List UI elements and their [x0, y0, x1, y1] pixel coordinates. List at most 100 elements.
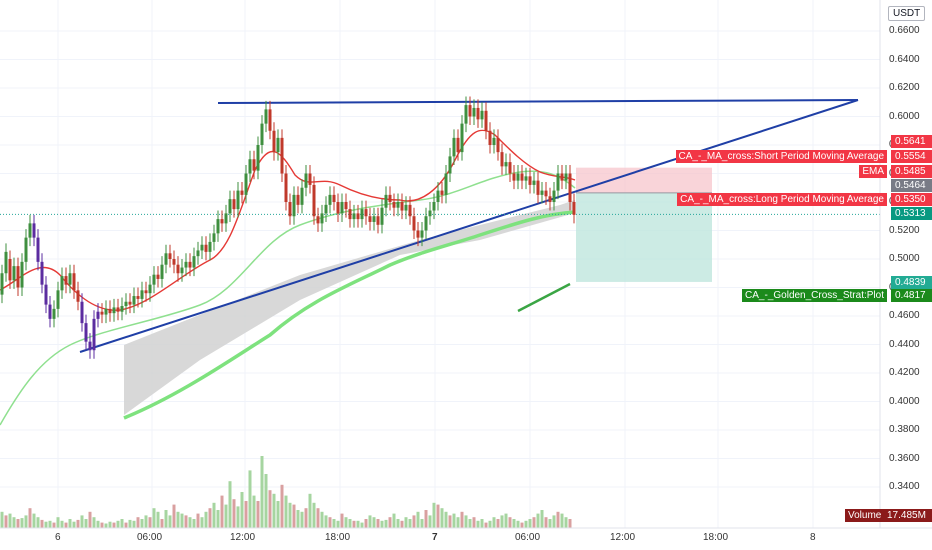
candle-body [136, 296, 140, 299]
candle-body [516, 173, 520, 181]
time-axis-label: 06:00 [515, 532, 541, 543]
currency-label[interactable]: USDT [888, 6, 926, 21]
candle-body [520, 173, 524, 181]
candle-body [424, 216, 428, 231]
candle-body [508, 162, 512, 174]
candle-body [332, 194, 336, 202]
candle-body [224, 213, 228, 224]
candle-body [268, 109, 272, 131]
price-axis-label: 0.6600 [889, 25, 920, 36]
volume-bar [32, 513, 36, 528]
candle-body [68, 273, 72, 285]
candle-body [364, 209, 368, 217]
candle-body [468, 105, 472, 117]
volume-bar [172, 504, 176, 528]
candle-body [248, 159, 252, 174]
volume-bar [292, 504, 296, 528]
volume-bar [76, 519, 80, 528]
candle-body [540, 190, 544, 195]
candle-body [196, 250, 200, 257]
label-short-ma[interactable]: CA_-_MA_cross:Short Period Moving Averag… [675, 150, 887, 163]
volume-bar [80, 515, 84, 528]
candle-body [380, 207, 384, 225]
price-axis-label: 0.4000 [889, 395, 920, 407]
volume-bar [124, 522, 128, 528]
volume-bar [412, 515, 416, 528]
candle-body [560, 173, 564, 181]
candle-body [108, 308, 112, 314]
volume-bar [344, 517, 348, 528]
volume-bar [276, 501, 280, 528]
candle-body [48, 304, 52, 319]
candle-body [44, 284, 48, 305]
candle-body [484, 110, 488, 131]
volume-bar [132, 520, 136, 528]
candle-body [160, 264, 164, 279]
volume-bar [452, 513, 456, 528]
candle-body [432, 202, 436, 211]
candle-body [376, 216, 380, 225]
candle-body [180, 267, 184, 274]
candle-body [120, 306, 124, 312]
volume-label[interactable]: Volume [845, 509, 885, 522]
volume-bar [168, 515, 172, 528]
price-axis-label: 0.4600 [889, 310, 920, 321]
candle-body [416, 230, 420, 238]
price-tag-ema: 0.5485 [891, 165, 932, 178]
volume-bar [316, 508, 320, 528]
candle-body [192, 256, 196, 268]
price-tag-golden: 0.4817 [891, 289, 932, 302]
volume-bar [272, 493, 276, 528]
volume-bar [240, 492, 244, 528]
candle-body [348, 209, 352, 220]
candle-body [308, 173, 312, 185]
candle-body [176, 264, 180, 274]
volume-bar [92, 517, 96, 528]
candle-body [572, 202, 576, 215]
volume-bar [284, 495, 288, 528]
label-ema[interactable]: EMA [859, 165, 887, 178]
candle-body [32, 223, 36, 238]
volume-bar [60, 520, 64, 528]
candle-body [72, 273, 76, 291]
candle-body [452, 137, 456, 157]
candle-body [240, 190, 244, 195]
candle-body [420, 230, 424, 238]
volume-bar [476, 520, 480, 528]
volume-bar [160, 519, 164, 528]
candle-body [184, 261, 188, 268]
volume-bar [28, 508, 32, 528]
ema-line [0, 170, 576, 426]
candle-body [492, 137, 496, 145]
volume-bar [88, 511, 92, 528]
candle-body [0, 273, 4, 295]
label-long-ma[interactable]: CA_-_MA_cross:Long Period Moving Average [677, 193, 887, 206]
volume-bar [352, 520, 356, 528]
volume-bar [244, 501, 248, 528]
volume-bar [144, 515, 148, 528]
candle-body [320, 213, 324, 224]
volume-bar [192, 519, 196, 528]
volume-bar [264, 474, 268, 528]
candle-body [116, 307, 120, 312]
volume-bar [36, 517, 40, 528]
candle-body [260, 123, 264, 145]
volume-bar [384, 519, 388, 528]
candle-body [188, 261, 192, 268]
volume-bar [216, 510, 220, 528]
volume-bar [516, 520, 520, 528]
candle-body [396, 202, 400, 208]
time-axis-label: 18:00 [703, 532, 729, 543]
volume-bar [84, 519, 88, 528]
price-axis-label: 0.5200 [889, 224, 920, 236]
price-tag-short-ma: 0.5554 [891, 150, 932, 163]
candle-body [284, 173, 288, 202]
volume-bar [312, 502, 316, 528]
candle-body [152, 274, 156, 285]
time-axis-label: 8 [810, 532, 816, 543]
volume-bar [128, 519, 132, 528]
label-golden-cross[interactable]: CA_-_Golden_Cross_Strat:Plot [742, 289, 887, 302]
price-axis-label: 0.5000 [889, 253, 920, 264]
